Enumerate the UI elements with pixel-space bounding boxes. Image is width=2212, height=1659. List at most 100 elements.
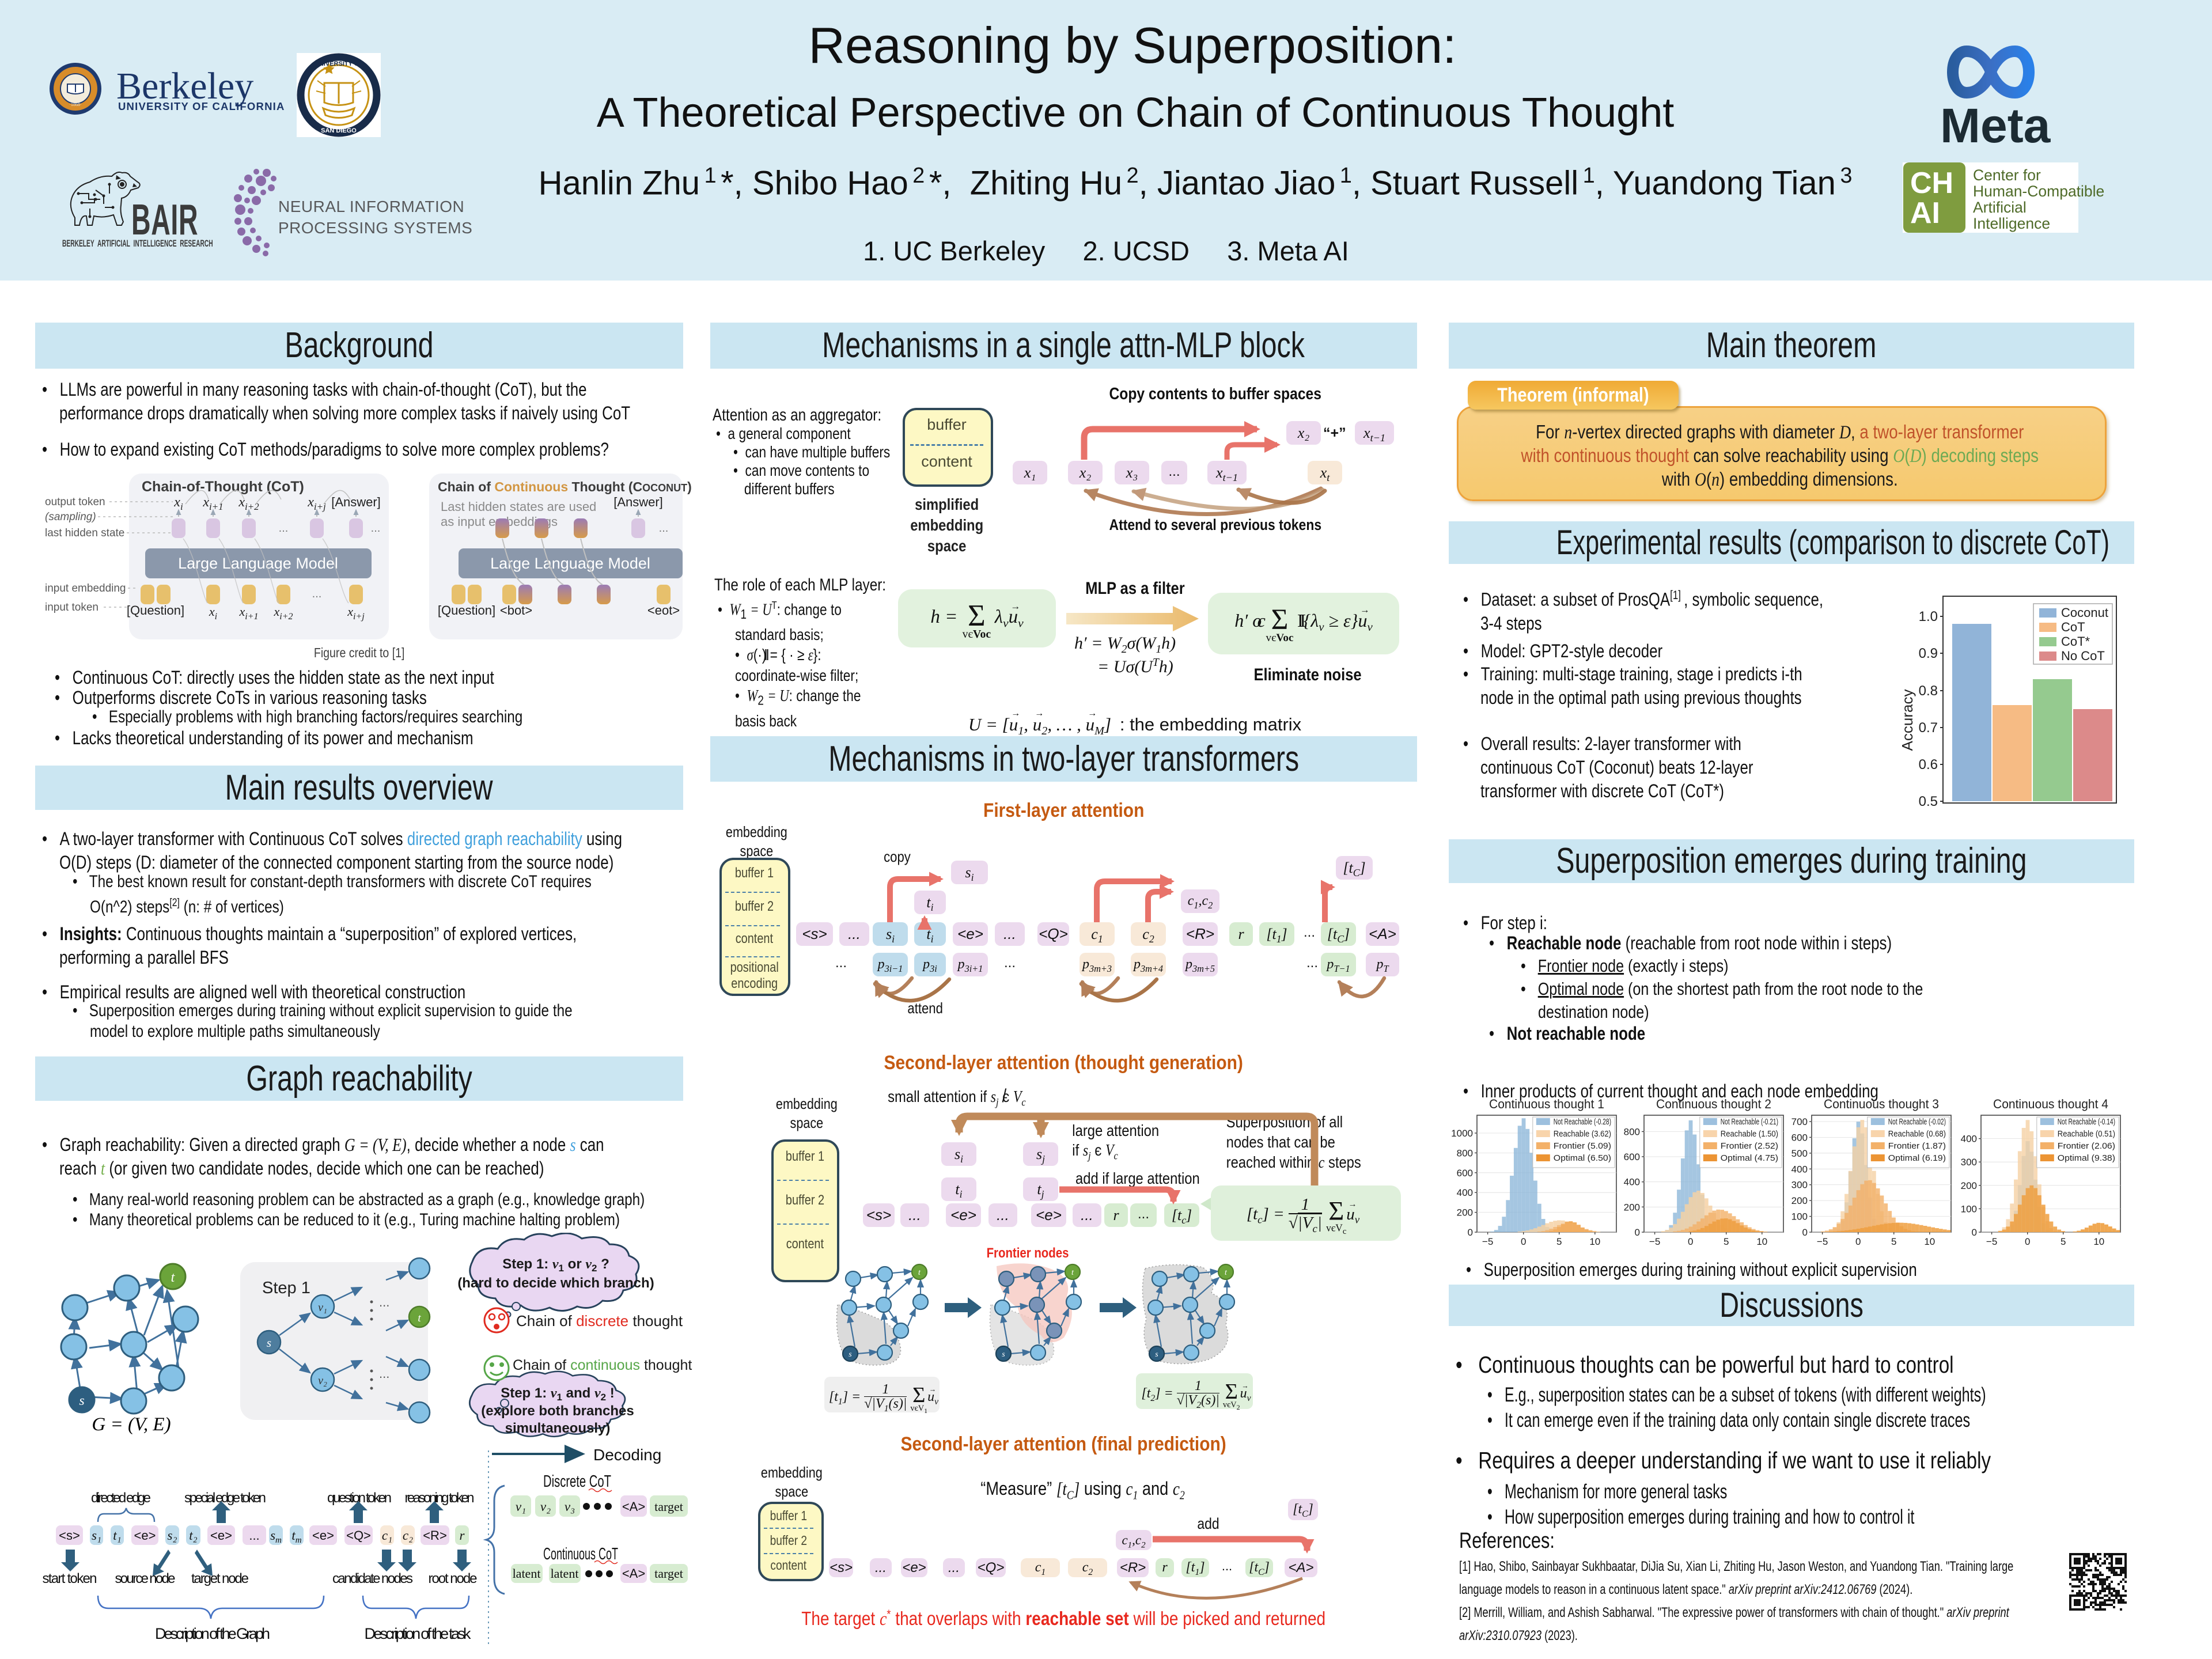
svg-text:<e>: <e> — [134, 1528, 156, 1543]
svg-text:s₂: s₂ — [168, 1528, 177, 1543]
svg-text:400: 400 — [1457, 1187, 1473, 1198]
svg-text:r: r — [460, 1528, 465, 1543]
svg-text:v₁: v₁ — [516, 1499, 526, 1514]
svg-text:input embedding: input embedding — [45, 582, 126, 594]
svg-text:Continuous thought 2: Continuous thought 2 — [1656, 1097, 1771, 1111]
svg-text:0: 0 — [1468, 1227, 1473, 1238]
svg-text:−5: −5 — [1482, 1236, 1493, 1247]
svg-text:0: 0 — [1972, 1227, 1977, 1238]
svg-text:s₁: s₁ — [92, 1528, 101, 1543]
svg-text:simultaneously): simultaneously) — [505, 1421, 611, 1436]
svg-text:Optimal (4.75): Optimal (4.75) — [1721, 1154, 1778, 1163]
svg-text:...: ... — [312, 588, 322, 600]
svg-text:[Answer]: [Answer] — [613, 495, 663, 509]
svg-text:s: s — [1002, 1350, 1005, 1359]
svg-text:Large Language Model: Large Language Model — [490, 555, 650, 572]
svg-text:−5: −5 — [1986, 1236, 1997, 1247]
svg-text:Chain of continuous thought: Chain of continuous thought — [513, 1357, 692, 1373]
svg-text:10: 10 — [2093, 1236, 2104, 1247]
svg-text:0: 0 — [1688, 1236, 1693, 1247]
svg-text:start token: start token — [43, 1571, 97, 1586]
svg-text:10: 10 — [1756, 1236, 1767, 1247]
svg-text:t: t — [418, 1312, 421, 1324]
svg-text:400: 400 — [1624, 1177, 1640, 1188]
svg-text:v₂: v₂ — [540, 1499, 551, 1514]
svg-text:Continuous thought 4: Continuous thought 4 — [1993, 1097, 2108, 1111]
svg-text:0: 0 — [1521, 1236, 1526, 1247]
svg-text:reasoning token: reasoning token — [405, 1490, 475, 1506]
svg-text:0: 0 — [1855, 1236, 1861, 1247]
svg-text:5: 5 — [1556, 1236, 1562, 1247]
svg-text:Chain of discrete thought: Chain of discrete thought — [516, 1312, 683, 1330]
svg-text:t₁: t₁ — [113, 1528, 121, 1543]
svg-text:5: 5 — [1891, 1236, 1896, 1247]
svg-text:Continuous CoT: Continuous CoT — [543, 1545, 618, 1563]
svg-text:·1868·: ·1868· — [69, 102, 81, 107]
svg-text:400: 400 — [1961, 1134, 1977, 1145]
svg-text:Large Language Model: Large Language Model — [178, 555, 338, 572]
svg-text:Decoding: Decoding — [593, 1446, 661, 1464]
svg-text:Chain of Continuous Thought (C: Chain of Continuous Thought (COCONUT) — [438, 479, 691, 494]
svg-text:last hidden state: last hidden state — [45, 527, 124, 539]
svg-text:latent: latent — [513, 1566, 541, 1581]
svg-text:t₂: t₂ — [189, 1528, 197, 1543]
svg-text:target node: target node — [191, 1571, 249, 1586]
svg-text:Discrete CoT: Discrete CoT — [543, 1472, 611, 1491]
svg-text:input token: input token — [45, 601, 99, 613]
svg-text:CoT*: CoT* — [2061, 634, 2090, 649]
svg-text:200: 200 — [1791, 1195, 1808, 1206]
svg-text:<bot>: <bot> — [500, 603, 532, 618]
svg-text:400: 400 — [1791, 1164, 1808, 1175]
svg-text:10: 10 — [1589, 1236, 1600, 1247]
svg-text:1000: 1000 — [1451, 1128, 1473, 1139]
svg-text:Not Reachable (-0.21): Not Reachable (-0.21) — [1721, 1118, 1778, 1127]
svg-text:<R>: <R> — [423, 1528, 447, 1543]
svg-text:<A>: <A> — [622, 1499, 645, 1514]
svg-text:600: 600 — [1457, 1168, 1473, 1179]
svg-text:0.8: 0.8 — [1919, 683, 1938, 699]
svg-text:<eot>: <eot> — [647, 603, 680, 618]
svg-text:s: s — [79, 1393, 84, 1408]
svg-text:0: 0 — [2025, 1236, 2030, 1247]
svg-text:600: 600 — [1624, 1152, 1640, 1162]
svg-text:Optimal (9.38): Optimal (9.38) — [2058, 1154, 2115, 1163]
svg-text:800: 800 — [1624, 1126, 1640, 1137]
svg-text:directed edge: directed edge — [91, 1490, 151, 1506]
svg-text:Chain-of-Thought (CoT): Chain-of-Thought (CoT) — [142, 479, 304, 495]
svg-text:1.0: 1.0 — [1919, 609, 1938, 624]
svg-text:special edge token: special edge token — [184, 1490, 266, 1506]
svg-text:<e>: <e> — [210, 1528, 232, 1543]
svg-text:Optimal (6.19): Optimal (6.19) — [1888, 1154, 1946, 1163]
svg-text:0: 0 — [1802, 1227, 1808, 1238]
svg-text:latent: latent — [551, 1566, 579, 1581]
svg-text:−5: −5 — [1649, 1236, 1660, 1247]
svg-text:...: ... — [279, 522, 289, 535]
svg-text:(sampling): (sampling) — [45, 511, 96, 523]
svg-text:(hard to decide which branch): (hard to decide which branch) — [457, 1275, 654, 1291]
svg-text:0.7: 0.7 — [1919, 720, 1938, 736]
svg-text:200: 200 — [1961, 1180, 1977, 1191]
svg-text:Continuous thought 1: Continuous thought 1 — [1489, 1097, 1604, 1111]
svg-text:CoT: CoT — [2061, 620, 2085, 634]
svg-text:<A>: <A> — [622, 1566, 645, 1581]
svg-text:Reachable (1.50): Reachable (1.50) — [1721, 1130, 1778, 1139]
svg-text:v₁: v₁ — [318, 1301, 327, 1314]
svg-text:100: 100 — [1961, 1203, 1977, 1214]
svg-text:700: 700 — [1791, 1116, 1808, 1127]
svg-text:c₁: c₁ — [382, 1528, 392, 1543]
svg-text:200: 200 — [1624, 1202, 1640, 1213]
svg-text:Optimal (6.50): Optimal (6.50) — [1554, 1154, 1611, 1163]
svg-text:200: 200 — [1457, 1207, 1473, 1218]
svg-text:Coconut: Coconut — [2061, 605, 2108, 620]
svg-text:...: ... — [249, 1528, 259, 1543]
svg-text:...: ... — [371, 522, 381, 535]
svg-text:0: 0 — [1635, 1227, 1640, 1238]
svg-text:[Question]: [Question] — [438, 603, 495, 618]
svg-text:−5: −5 — [1817, 1236, 1828, 1247]
svg-text:300: 300 — [1791, 1180, 1808, 1191]
svg-text:600: 600 — [1791, 1132, 1808, 1143]
svg-text:5: 5 — [1724, 1236, 1729, 1247]
svg-text:SAN DIEGO: SAN DIEGO — [321, 127, 357, 134]
svg-text:t: t — [1225, 1268, 1228, 1277]
svg-text:0.5: 0.5 — [1919, 794, 1938, 809]
